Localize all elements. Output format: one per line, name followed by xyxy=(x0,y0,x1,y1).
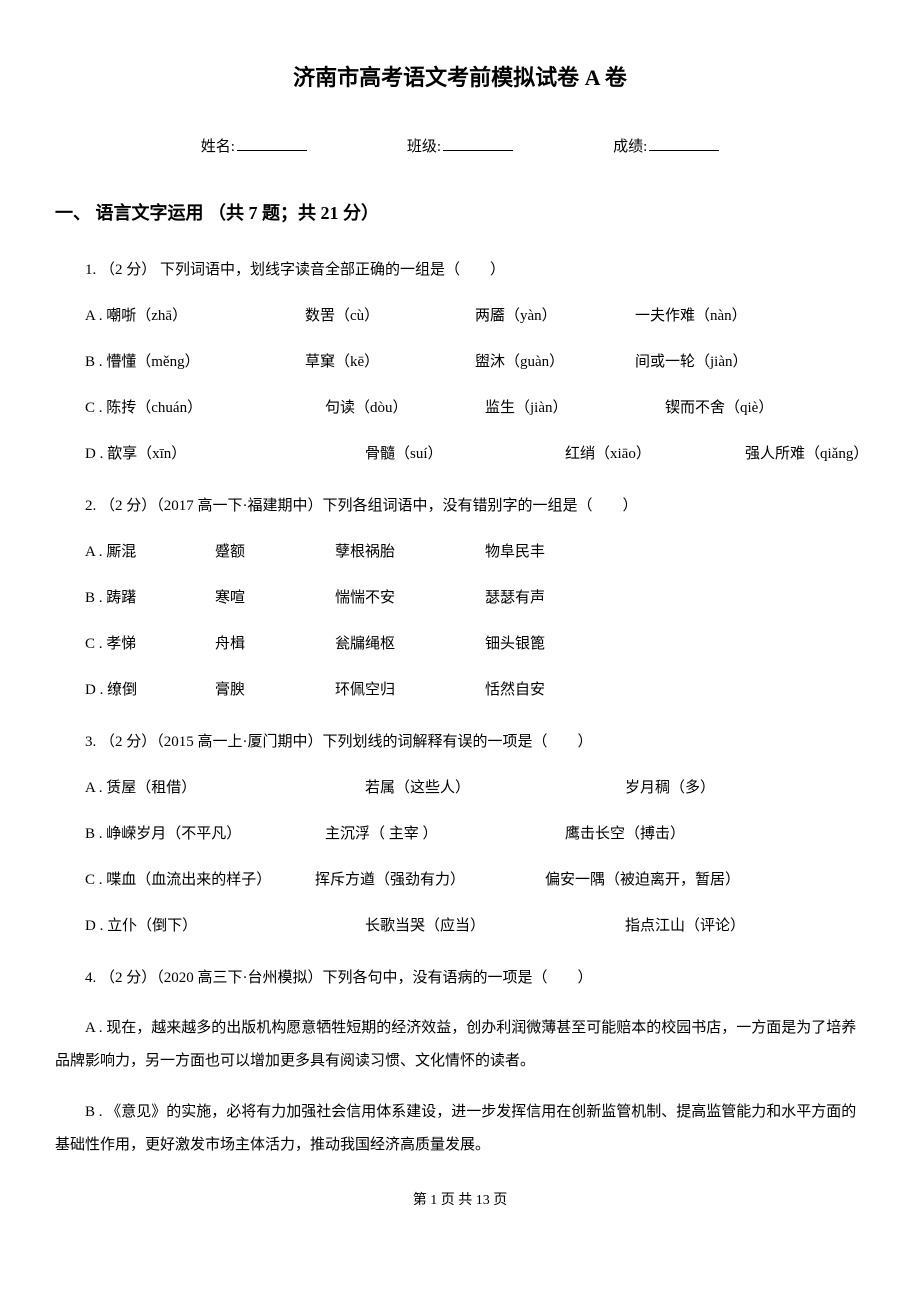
q3-d3: 指点江山（评论） xyxy=(625,914,745,938)
q4-option-a: A . 现在，越来越多的出版机构愿意牺牲短期的经济效益，创办利润微薄甚至可能赔本… xyxy=(55,1012,865,1078)
q2-c3: 瓮牖绳枢 xyxy=(335,632,485,656)
class-label: 班级: xyxy=(407,135,441,159)
class-field: 班级: xyxy=(407,135,513,159)
q3-option-c: C . 喋血（血流出来的样子） 挥斥方遒（强劲有力） 偏安一隅（被迫离开，暂居） xyxy=(85,868,865,892)
q4-option-b: B . 《意见》的实施，必将有力加强社会信用体系建设，进一步发挥信用在创新监管机… xyxy=(55,1096,865,1162)
question-2: 2. （2 分）（2017 高一下·福建期中）下列各组词语中，没有错别字的一组是… xyxy=(55,494,865,702)
q1-d1: D . 歆享（xīn） xyxy=(85,442,365,466)
q3-a3: 岁月稠（多） xyxy=(625,776,715,800)
q1-d2: 骨髓（suí） xyxy=(365,442,565,466)
section-header: 一、 语言文字运用 （共 7 题；共 21 分） xyxy=(55,199,865,228)
q1-c3: 监生（jiàn） xyxy=(485,396,665,420)
page-title: 济南市高考语文考前模拟试卷 A 卷 xyxy=(55,60,865,95)
q3-c2: 挥斥方遒（强劲有力） xyxy=(315,868,545,892)
q2-d2: 膏腴 xyxy=(215,678,335,702)
name-blank xyxy=(237,136,307,151)
question-1: 1. （2 分） 下列词语中，划线字读音全部正确的一组是（ ） A . 嘲哳（z… xyxy=(55,258,865,466)
q1-option-b: B . 懵懂（měng） 草窠（kē） 盥沐（guàn） 间或一轮（jiàn） xyxy=(85,350,865,374)
q2-option-b: B . 踌躇 寒喧 惴惴不安 瑟瑟有声 xyxy=(85,586,865,610)
q1-d4: 强人所难（qiǎng） xyxy=(745,442,865,466)
q3-b2: 主沉浮（ 主宰 ） xyxy=(325,822,565,846)
q3-d1: D . 立仆（倒下） xyxy=(85,914,365,938)
q1-option-c: C . 陈抟（chuán） 句读（dòu） 监生（jiàn） 锲而不舍（qiè） xyxy=(85,396,865,420)
name-label: 姓名: xyxy=(201,135,235,159)
q2-a4: 物阜民丰 xyxy=(485,540,545,564)
q3-stem: 3. （2 分）（2015 高一上·厦门期中）下列划线的词解释有误的一项是（ ） xyxy=(85,730,865,754)
q1-b4: 间或一轮（jiàn） xyxy=(635,350,748,374)
q3-option-b: B . 峥嵘岁月（不平凡） 主沉浮（ 主宰 ） 鹰击长空（搏击） xyxy=(85,822,865,846)
q2-a3: 孽根祸胎 xyxy=(335,540,485,564)
q3-option-a: A . 赁屋（租借） 若属（这些人） 岁月稠（多） xyxy=(85,776,865,800)
q3-a2: 若属（这些人） xyxy=(365,776,625,800)
q3-b3: 鹰击长空（搏击） xyxy=(565,822,685,846)
q2-c4: 钿头银篦 xyxy=(485,632,545,656)
q1-stem: 1. （2 分） 下列词语中，划线字读音全部正确的一组是（ ） xyxy=(85,258,865,282)
q2-a2: 蹙额 xyxy=(215,540,335,564)
class-blank xyxy=(443,136,513,151)
q2-c2: 舟楫 xyxy=(215,632,335,656)
question-3: 3. （2 分）（2015 高一上·厦门期中）下列划线的词解释有误的一项是（ ）… xyxy=(55,730,865,938)
q2-b3: 惴惴不安 xyxy=(335,586,485,610)
q2-d3: 环佩空归 xyxy=(335,678,485,702)
q1-a2: 数罟（cù） xyxy=(305,304,475,328)
q1-d3: 红绡（xiāo） xyxy=(565,442,745,466)
q1-option-a: A . 嘲哳（zhā） 数罟（cù） 两靥（yàn） 一夫作难（nàn） xyxy=(85,304,865,328)
q1-a1: A . 嘲哳（zhā） xyxy=(85,304,305,328)
q1-c4: 锲而不舍（qiè） xyxy=(665,396,773,420)
q4-b-text: B . 《意见》的实施，必将有力加强社会信用体系建设，进一步发挥信用在创新监管机… xyxy=(55,1096,865,1162)
q2-a1: A . 厮混 xyxy=(85,540,215,564)
name-field: 姓名: xyxy=(201,135,307,159)
q2-option-c: C . 孝悌 舟楫 瓮牖绳枢 钿头银篦 xyxy=(85,632,865,656)
q2-d4: 恬然自安 xyxy=(485,678,545,702)
q2-b2: 寒喧 xyxy=(215,586,335,610)
q2-b1: B . 踌躇 xyxy=(85,586,215,610)
q2-option-a: A . 厮混 蹙额 孽根祸胎 物阜民丰 xyxy=(85,540,865,564)
q3-c3: 偏安一隅（被迫离开，暂居） xyxy=(545,868,740,892)
q1-a4: 一夫作难（nàn） xyxy=(635,304,747,328)
q1-b1: B . 懵懂（měng） xyxy=(85,350,305,374)
q4-a-text: A . 现在，越来越多的出版机构愿意牺牲短期的经济效益，创办利润微薄甚至可能赔本… xyxy=(55,1012,865,1078)
form-row: 姓名: 班级: 成绩: xyxy=(55,135,865,159)
page-footer: 第 1 页 共 13 页 xyxy=(55,1190,865,1212)
q1-b3: 盥沐（guàn） xyxy=(475,350,635,374)
q4-stem: 4. （2 分）（2020 高三下·台州模拟）下列各句中，没有语病的一项是（ ） xyxy=(85,966,865,990)
question-4: 4. （2 分）（2020 高三下·台州模拟）下列各句中，没有语病的一项是（ ）… xyxy=(55,966,865,1162)
q1-c1: C . 陈抟（chuán） xyxy=(85,396,325,420)
q1-a3: 两靥（yàn） xyxy=(475,304,635,328)
q2-c1: C . 孝悌 xyxy=(85,632,215,656)
q1-b2: 草窠（kē） xyxy=(305,350,475,374)
score-label: 成绩: xyxy=(613,135,647,159)
q2-option-d: D . 缭倒 膏腴 环佩空归 恬然自安 xyxy=(85,678,865,702)
q2-d1: D . 缭倒 xyxy=(85,678,215,702)
q3-b1: B . 峥嵘岁月（不平凡） xyxy=(85,822,325,846)
q2-b4: 瑟瑟有声 xyxy=(485,586,545,610)
q3-c1: C . 喋血（血流出来的样子） xyxy=(85,868,315,892)
q1-c2: 句读（dòu） xyxy=(325,396,485,420)
score-field: 成绩: xyxy=(613,135,719,159)
q3-option-d: D . 立仆（倒下） 长歌当哭（应当） 指点江山（评论） xyxy=(85,914,865,938)
q3-d2: 长歌当哭（应当） xyxy=(365,914,625,938)
q1-option-d: D . 歆享（xīn） 骨髓（suí） 红绡（xiāo） 强人所难（qiǎng） xyxy=(85,442,865,466)
q3-a1: A . 赁屋（租借） xyxy=(85,776,365,800)
score-blank xyxy=(649,136,719,151)
q2-stem: 2. （2 分）（2017 高一下·福建期中）下列各组词语中，没有错别字的一组是… xyxy=(85,494,865,518)
